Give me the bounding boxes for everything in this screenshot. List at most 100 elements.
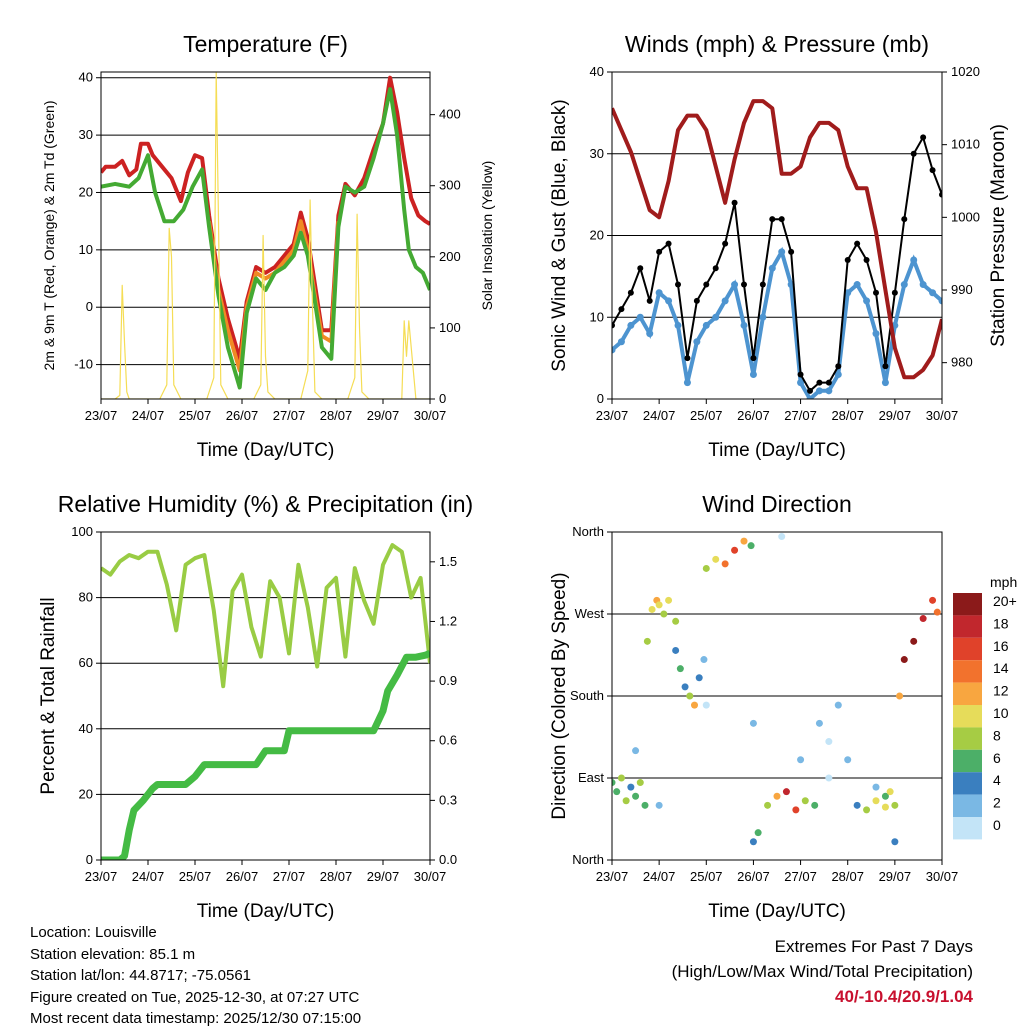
y-tick-label: 100 [71, 524, 93, 539]
extremes-title: Extremes For Past 7 Days [774, 937, 973, 956]
direction-point [655, 601, 663, 609]
y-tick-label: 0 [86, 852, 93, 867]
y-tick-label: 30 [79, 127, 93, 142]
x-tick-label: 25/07 [179, 408, 212, 423]
y-tick-label: 10 [79, 242, 93, 257]
direction-point [891, 838, 899, 846]
x-tick-label: 27/07 [784, 408, 817, 423]
extremes-box: Extremes For Past 7 Days (High/Low/Max W… [672, 934, 973, 1009]
y-tick-label: 0 [86, 299, 93, 314]
direction-point [872, 797, 880, 805]
direction-point [886, 788, 894, 796]
direction-point [797, 756, 805, 764]
direction-point [731, 546, 739, 554]
direction-point [643, 637, 651, 645]
colorbar-swatch [953, 682, 982, 705]
direction-point [754, 829, 762, 837]
direction-point [825, 774, 833, 782]
y2-tick-label: 0.3 [439, 792, 457, 807]
direction-point [749, 838, 757, 846]
y2-axis-label: Solar Insolation (Yellow) [479, 161, 495, 311]
direction-point [655, 801, 663, 809]
y2-tick-label: 100 [439, 320, 461, 335]
recent-data-text: Most recent data timestamp: 2025/12/30 0… [30, 1010, 362, 1027]
x-tick-label: 30/07 [414, 869, 447, 884]
x-tick-label: 24/07 [132, 408, 165, 423]
latlon-text: Station lat/lon: 44.8717; -75.0561 [30, 967, 252, 984]
x-axis-label: Time (Day/UTC) [197, 440, 335, 461]
y2-tick-label: 200 [439, 249, 461, 264]
colorbar-label: 0 [993, 817, 1001, 833]
direction-point [636, 779, 644, 787]
direction-point [712, 555, 720, 563]
y-tick-label: 40 [79, 70, 93, 85]
direction-point [672, 617, 680, 625]
colorbar-label: 12 [993, 683, 1009, 699]
y2-tick-label: 0.6 [439, 733, 457, 748]
series-line-sonic-wind [612, 246, 942, 399]
y2-tick-label: 1020 [951, 64, 980, 79]
direction-point [632, 792, 640, 800]
direction-point [910, 637, 918, 645]
x-tick-label: 25/07 [690, 408, 723, 423]
x-tick-label: 30/07 [414, 408, 447, 423]
y-tick-label: West [575, 606, 605, 621]
direction-point [872, 783, 880, 791]
x-tick-label: 26/07 [226, 408, 259, 423]
direction-point [801, 797, 809, 805]
x-tick-label: 27/07 [784, 869, 817, 884]
y2-tick-label: 1000 [951, 209, 980, 224]
direction-point [778, 533, 786, 541]
series-line-station-pressure [612, 99, 942, 380]
x-tick-label: 30/07 [926, 408, 959, 423]
x-tick-label: 27/07 [273, 869, 306, 884]
direction-point [764, 801, 772, 809]
y-tick-label: 80 [79, 590, 93, 605]
y-axis-label: Sonic Wind & Gust (Blue, Black) [549, 99, 570, 371]
colorbar-swatch [953, 615, 982, 638]
y-tick-label: North [572, 852, 604, 867]
x-tick-label: 23/07 [596, 869, 629, 884]
elevation-text: Station elevation: 85.1 m [30, 945, 196, 963]
y-axis-label: Direction (Colored By Speed) [549, 572, 570, 819]
direction-point [681, 683, 689, 691]
colorbar-label: 16 [993, 638, 1009, 654]
direction-point [881, 803, 889, 811]
direction-point [844, 756, 852, 764]
y-axis-label: 2m & 9m T (Red, Orange) & 2m Td (Green) [41, 101, 57, 371]
station-info: Location: Louisville Station elevation: … [30, 922, 361, 1030]
series-group [612, 533, 941, 846]
x-tick-label: 28/07 [831, 869, 864, 884]
direction-point [648, 605, 656, 613]
direction-point [747, 542, 755, 550]
direction-point [749, 719, 757, 727]
y-tick-label: 10 [590, 309, 604, 324]
colorbar-swatch [953, 593, 982, 616]
series-line-gust [612, 134, 942, 393]
y-tick-label: South [570, 688, 604, 703]
y-tick-label: 30 [590, 146, 604, 161]
colorbar-label: 8 [993, 727, 1001, 743]
x-axis-label: Time (Day/UTC) [708, 901, 846, 922]
colorbar-label: 18 [993, 615, 1009, 631]
direction-point [700, 656, 708, 664]
direction-point [881, 792, 889, 800]
y-tick-label: -10 [74, 357, 93, 372]
direction-point [853, 801, 861, 809]
y-tick-label: East [578, 770, 604, 785]
direction-point [686, 692, 694, 700]
x-tick-label: 29/07 [367, 869, 400, 884]
created-text: Figure created on Tue, 2025-12-30, at 07… [30, 988, 360, 1006]
y2-tick-label: 0 [439, 391, 446, 406]
series-line-2m-td [101, 87, 430, 390]
direction-point [702, 701, 710, 709]
direction-point [896, 692, 904, 700]
direction-point [627, 783, 635, 791]
series-line-relative-humidity [101, 543, 430, 689]
y-tick-label: 20 [79, 786, 93, 801]
colorbar-label: 20+ [993, 593, 1017, 609]
colorbar-swatch [953, 705, 982, 728]
colorbar-label: 10 [993, 705, 1009, 721]
x-tick-label: 27/07 [273, 408, 306, 423]
direction-point [929, 596, 937, 604]
